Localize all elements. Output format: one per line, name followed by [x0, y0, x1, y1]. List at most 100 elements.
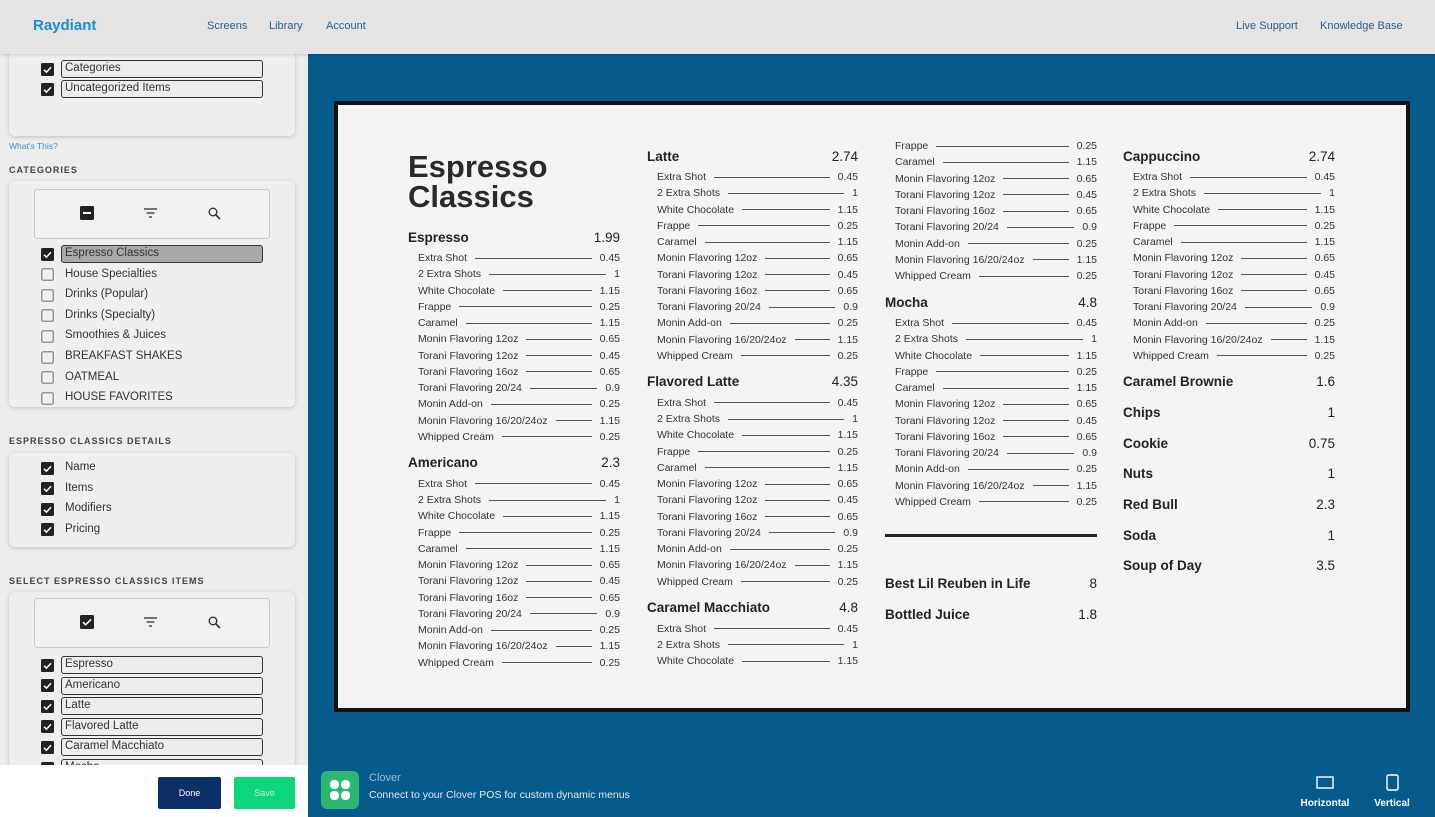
select-all-icon[interactable]: [80, 615, 94, 629]
item-price: 0.75: [1308, 435, 1335, 451]
checkbox[interactable]: [41, 761, 54, 766]
checkbox-label[interactable]: HOUSE FAVORITES: [65, 391, 173, 404]
checkbox-label[interactable]: Pricing: [65, 522, 101, 535]
checkbox[interactable]: [41, 391, 54, 405]
checkbox[interactable]: [41, 523, 54, 537]
checkbox-label[interactable]: Flavored Latte: [65, 719, 139, 732]
checkbox[interactable]: [41, 329, 54, 343]
checkbox-label[interactable]: Items: [65, 481, 94, 494]
checkbox-label[interactable]: Smoothies & Juices: [65, 329, 166, 342]
modifier-price: 1.15: [837, 461, 858, 474]
checkbox[interactable]: [41, 82, 54, 96]
modifier-name: Whipped Cream: [657, 349, 733, 362]
modifier-name: Torani Flavoring 16oz: [895, 205, 996, 217]
leader-line: [729, 548, 830, 550]
toolbar: [34, 189, 270, 239]
label-box: [61, 60, 263, 78]
modifier-row: Monin Flavoring 16/20/24oz 1.15: [895, 251, 1097, 269]
nav-link[interactable]: Account: [326, 20, 366, 32]
checkbox[interactable]: [41, 371, 54, 384]
item-name: Caramel Macchiato: [647, 600, 771, 615]
checkbox-label[interactable]: Categories: [65, 62, 121, 74]
checkbox[interactable]: [41, 740, 54, 754]
checkbox[interactable]: [41, 482, 54, 496]
modifier-row: Torani Flavoring 12oz 0.45: [895, 412, 1097, 430]
checkbox[interactable]: [41, 350, 54, 364]
checkbox[interactable]: [41, 62, 54, 76]
item-name: Nuts: [1123, 466, 1153, 482]
checkbox[interactable]: [41, 658, 54, 672]
modifier-row: 2 Extra Shots 1: [418, 265, 620, 283]
checkbox-label[interactable]: Drinks (Popular): [65, 288, 149, 301]
checkbox-label[interactable]: Uncategorized Items: [65, 82, 171, 95]
search-icon[interactable]: [208, 207, 221, 220]
nav-link[interactable]: Live Support: [1236, 20, 1298, 32]
checkbox-label[interactable]: OATMEAL: [65, 370, 120, 383]
modifier-price: 0.25: [1314, 349, 1335, 362]
modifier-price: 0.25: [1076, 140, 1097, 152]
modifier-row: White Chocolate 1.15: [418, 507, 620, 525]
checkbox-label[interactable]: Latte: [65, 699, 91, 712]
checkbox[interactable]: [41, 288, 54, 302]
spacer: [747, 381, 823, 382]
leader-line: [555, 645, 592, 647]
checkbox[interactable]: [41, 720, 54, 734]
checkbox[interactable]: [41, 309, 54, 323]
search-icon[interactable]: [208, 616, 221, 629]
checkbox[interactable]: [41, 502, 54, 516]
modifier-price: 1.15: [599, 640, 620, 653]
horizontal-icon[interactable]: [1316, 776, 1334, 789]
filter-icon[interactable]: [144, 208, 157, 218]
checkbox[interactable]: [41, 461, 54, 475]
modifier-name: Extra Shot: [1133, 171, 1183, 183]
orientation-label[interactable]: Vertical: [1374, 798, 1410, 809]
modifier-row: Monin Flavoring 12oz 0.65: [657, 475, 858, 493]
item-row: Espresso 1.99: [408, 228, 620, 246]
leader-line: [1032, 259, 1069, 261]
modifier-row: Monin Flavoring 16/20/24oz 1.15: [418, 637, 620, 655]
modifier-row: Whipped Cream 0.25: [418, 428, 620, 446]
filter-icon[interactable]: [144, 617, 157, 627]
item-price: 2.3: [601, 455, 620, 471]
checkbox[interactable]: [41, 679, 54, 693]
item-name: Best Lil Reuben in Life: [885, 576, 1031, 592]
item-name: Cappuccino: [1123, 148, 1201, 164]
leader-line: [1241, 290, 1307, 292]
checkbox-label[interactable]: House Specialties: [65, 267, 158, 280]
checkbox-label[interactable]: Modifiers: [65, 502, 112, 515]
modifier-price: 0.25: [1314, 219, 1335, 232]
nav-link[interactable]: Screens: [207, 20, 248, 32]
item-row: Americano 2.3: [408, 454, 620, 472]
help-link[interactable]: What's This?: [9, 141, 58, 151]
modifier-name: White Chocolate: [418, 284, 496, 297]
leader-line: [490, 629, 592, 631]
modifier-price: 0.9: [1320, 301, 1335, 313]
leader-line: [936, 145, 1069, 147]
checkbox[interactable]: [41, 699, 54, 713]
brand[interactable]: Raydiant: [33, 17, 97, 34]
save-button[interactable]: Save: [234, 777, 295, 809]
checkbox-label[interactable]: Drinks (Specialty): [65, 308, 156, 321]
checkbox-label[interactable]: Espresso Classics: [65, 247, 159, 259]
collapse-icon[interactable]: [80, 206, 94, 220]
modifier-price: 1.15: [599, 317, 620, 329]
orientation-label[interactable]: Horizontal: [1300, 798, 1350, 809]
checkbox-label[interactable]: BREAKFAST SHAKES: [65, 350, 183, 362]
spacer: [778, 607, 831, 608]
checkbox[interactable]: [41, 247, 54, 261]
modifier-row: Extra Shot 0.45: [657, 168, 858, 186]
vertical-icon[interactable]: [1386, 774, 1399, 791]
modifier-name: Monin Add-on: [418, 624, 483, 636]
checkbox-label[interactable]: Espresso: [65, 658, 113, 670]
checkbox-label[interactable]: Americano: [65, 678, 120, 691]
checkbox-label[interactable]: Caramel Macchiato: [65, 740, 165, 753]
checkbox-label[interactable]: Name: [65, 461, 96, 473]
modifier-row: Caramel 1.15: [657, 459, 858, 477]
done-button[interactable]: Done: [158, 777, 221, 809]
modifier-name: Torani Flavoring 16oz: [418, 365, 519, 378]
section-title: ESPRESSO CLASSICS DETAILS: [9, 436, 172, 446]
checkbox-label[interactable]: Mocha: [65, 761, 100, 765]
checkbox[interactable]: [41, 268, 54, 281]
nav-link[interactable]: Library: [269, 20, 303, 32]
nav-link[interactable]: Knowledge Base: [1320, 20, 1403, 32]
